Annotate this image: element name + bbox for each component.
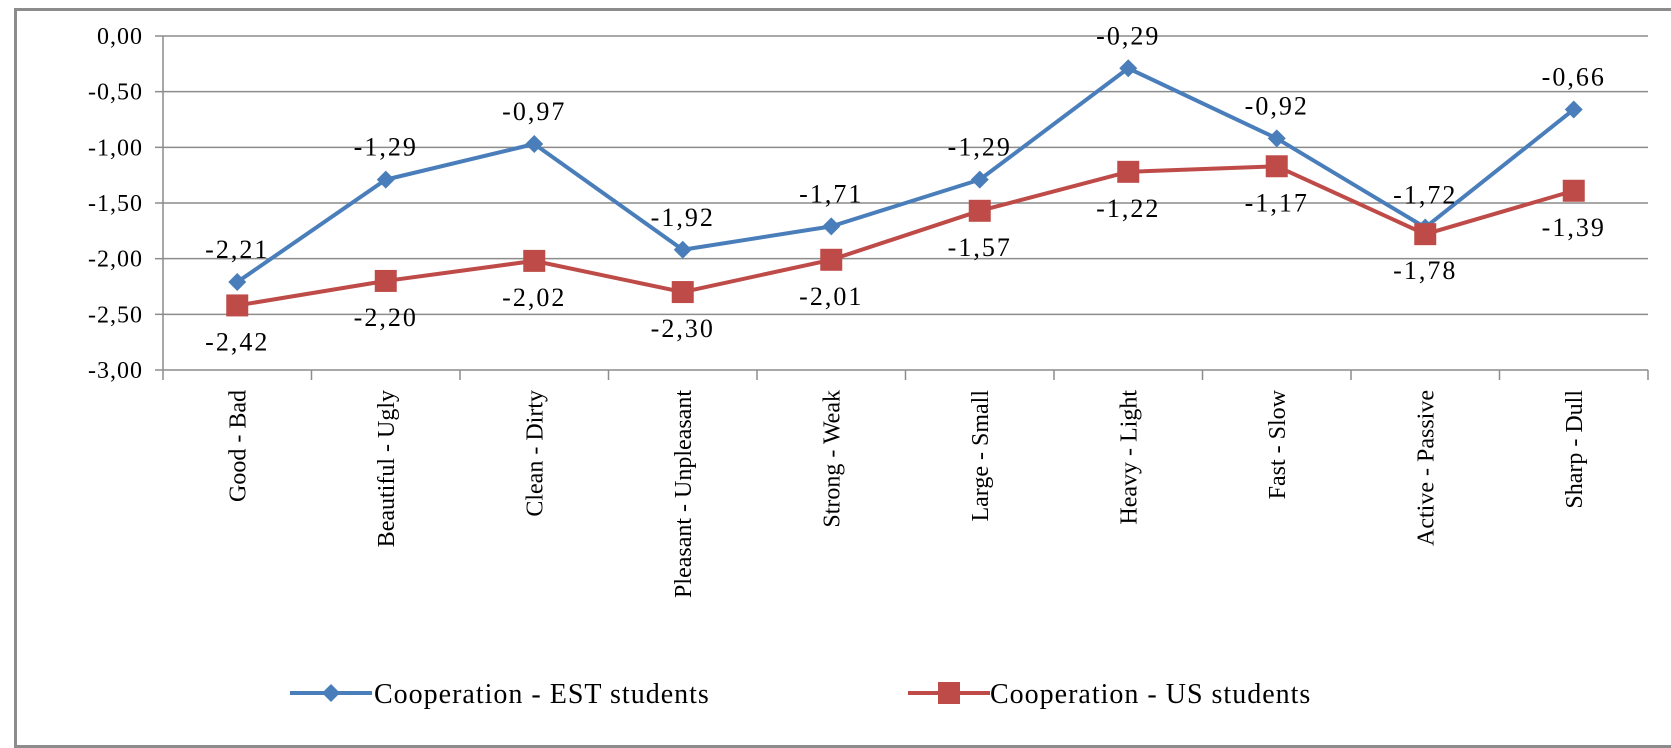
x-category-label: Fast - Slow — [1265, 389, 1291, 499]
data-label: -0,29 — [1096, 21, 1160, 50]
x-category-label: Heavy - Light — [1116, 390, 1142, 525]
data-point-diamond — [673, 240, 692, 259]
series-line — [236, 66, 1575, 284]
data-point-square — [1414, 223, 1437, 246]
data-label: -0,97 — [502, 97, 566, 126]
data-point-square — [226, 294, 249, 317]
chart-frame — [14, 8, 1671, 748]
legend-label: Cooperation - US students — [990, 679, 1311, 710]
data-point-square — [1265, 155, 1288, 178]
data-point-diamond — [822, 217, 841, 236]
data-label: -2,01 — [799, 282, 863, 311]
data-label: -1,22 — [1096, 194, 1160, 223]
data-label: -0,92 — [1245, 91, 1309, 120]
legend-label: Cooperation - EST students — [374, 679, 710, 710]
data-point-diamond — [228, 273, 247, 292]
data-point-diamond — [1119, 59, 1138, 78]
data-point-square — [820, 248, 843, 271]
y-tick-label: 0,00 — [97, 24, 143, 50]
data-point-square — [374, 269, 397, 292]
data-label: -2,20 — [354, 303, 418, 332]
y-tick-label: -1,50 — [88, 191, 143, 217]
data-label: -1,92 — [651, 203, 715, 232]
data-label: -1,39 — [1542, 213, 1606, 242]
x-category-label: Sharp - Dull — [1562, 390, 1588, 509]
y-tick-label: -3,00 — [88, 358, 143, 384]
data-label: -0,66 — [1542, 62, 1606, 91]
x-category-label: Pleasant - Unpleasant — [671, 390, 697, 598]
data-point-diamond — [1564, 100, 1583, 119]
data-point-square — [1562, 179, 1585, 202]
y-tick-label: -2,50 — [88, 302, 143, 328]
x-category-label: Strong - Weak — [819, 390, 845, 528]
data-point-square — [523, 249, 546, 272]
data-label: -2,02 — [502, 283, 566, 312]
y-tick-label: -2,00 — [88, 247, 143, 273]
data-label: -1,57 — [948, 233, 1012, 262]
legend-marker-diamond — [322, 684, 340, 702]
data-label: -2,42 — [205, 327, 269, 356]
data-point-square — [671, 281, 694, 304]
data-label: -1,72 — [1393, 180, 1457, 209]
data-label: -1,29 — [948, 133, 1012, 162]
line-chart: 0,00 -0,50 -1,00 -1,50 -2,00 -2,50 -3,00 Good … — [88, 21, 1649, 710]
x-category-label: Large - Small — [968, 390, 994, 522]
data-label: -2,21 — [205, 235, 269, 264]
data-label: -2,30 — [651, 314, 715, 343]
data-point-diamond — [970, 170, 989, 189]
y-tick-label: -0,50 — [88, 80, 143, 106]
y-tick-label: -1,00 — [88, 135, 143, 161]
series-line — [236, 164, 1575, 308]
x-category-label: Good - Bad — [225, 390, 251, 502]
data-point-square — [968, 199, 991, 222]
x-category-label: Clean - Dirty — [522, 390, 548, 517]
data-label: -1,17 — [1245, 188, 1309, 217]
data-label: -1,29 — [354, 133, 418, 162]
data-label: -1,78 — [1393, 256, 1457, 285]
x-category-label: Active - Passive — [1413, 390, 1439, 546]
data-point-diamond — [1267, 129, 1286, 148]
data-point-diamond — [525, 134, 544, 153]
data-point-square — [1117, 160, 1140, 183]
data-point-diamond — [376, 170, 395, 189]
x-category-label: Beautiful - Ugly — [374, 390, 400, 547]
legend-marker-square — [938, 682, 960, 704]
data-label: -1,71 — [799, 179, 863, 208]
